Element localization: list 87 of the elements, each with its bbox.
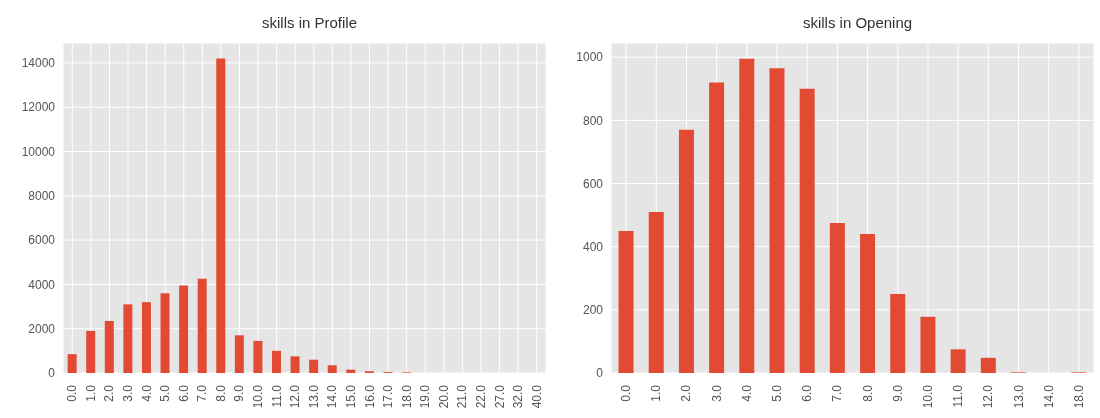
y-tick-label: 400 (582, 239, 604, 254)
x-tick-label: 11.0 (269, 384, 284, 408)
x-tick-label: 4.0 (739, 384, 754, 402)
x-tick-label: 16.0 (362, 384, 377, 409)
bar (920, 316, 936, 373)
bar (123, 304, 133, 373)
bar (234, 335, 244, 373)
x-tick-label: 32.0 (511, 384, 526, 409)
y-tick-label: 0 (48, 366, 56, 381)
bar (290, 356, 300, 373)
x-tick-label: 8.0 (860, 384, 875, 402)
y-tick-label: 0 (596, 366, 604, 381)
bar (67, 354, 77, 373)
y-tick-label: 10000 (21, 144, 56, 159)
bar (160, 293, 170, 373)
bar (271, 350, 281, 373)
bar (709, 82, 725, 373)
x-tick-label: 13.0 (306, 384, 321, 409)
bar (678, 129, 694, 373)
y-tick-label: 6000 (28, 233, 56, 248)
bar (829, 223, 845, 373)
y-tick-label: 800 (582, 113, 604, 128)
x-tick-label: 7.0 (830, 384, 845, 402)
x-tick-label: 22.0 (473, 384, 488, 409)
bar (980, 357, 996, 373)
y-tick-label: 1000 (576, 50, 604, 65)
bar (860, 234, 876, 373)
bar (141, 302, 151, 373)
x-tick-label: 9.0 (232, 384, 247, 402)
x-tick-label: 2.0 (679, 384, 694, 402)
x-tick-label: 11.0 (951, 384, 966, 408)
x-tick-label: 19.0 (418, 384, 433, 409)
bar (890, 294, 906, 373)
bar (216, 58, 226, 373)
x-tick-label: 40.0 (529, 384, 544, 409)
bar (950, 349, 966, 373)
bar (309, 359, 319, 373)
y-tick-label: 200 (582, 303, 604, 318)
y-tick-label: 8000 (28, 189, 56, 204)
x-tick-label: 14.0 (1041, 384, 1056, 409)
x-tick-label: 18.0 (1071, 384, 1086, 409)
x-tick-label: 20.0 (436, 384, 451, 409)
x-tick-label: 3.0 (121, 384, 136, 402)
x-tick-label: 7.0 (195, 384, 210, 402)
y-tick-label: 600 (582, 176, 604, 191)
x-tick-label: 6.0 (176, 384, 191, 402)
x-tick-label: 13.0 (1011, 384, 1026, 409)
x-tick-label: 21.0 (455, 384, 470, 409)
bar (799, 88, 815, 373)
chart-title: skills in Profile (261, 13, 358, 33)
bar (618, 230, 634, 373)
x-tick-label: 5.0 (158, 384, 173, 402)
x-tick-label: 27.0 (492, 384, 507, 409)
x-tick-label: 4.0 (139, 384, 154, 402)
x-tick-label: 12.0 (288, 384, 303, 409)
x-tick-label: 17.0 (381, 384, 396, 409)
bar (648, 211, 664, 373)
bar (104, 320, 114, 373)
x-tick-label: 15.0 (343, 384, 358, 409)
x-tick-label: 18.0 (399, 384, 414, 409)
x-tick-label: 12.0 (981, 384, 996, 409)
y-tick-label: 14000 (21, 56, 56, 71)
x-tick-label: 9.0 (890, 384, 905, 402)
x-tick-label: 1.0 (83, 384, 98, 402)
bar (197, 278, 207, 373)
bar (253, 340, 263, 373)
bar (179, 285, 189, 373)
x-tick-label: 3.0 (709, 384, 724, 402)
x-tick-label: 5.0 (770, 384, 785, 402)
y-tick-label: 2000 (28, 321, 56, 336)
y-tick-label: 4000 (28, 277, 56, 292)
x-tick-label: 0.0 (65, 384, 80, 402)
bar (739, 58, 755, 373)
x-tick-label: 10.0 (920, 384, 935, 409)
x-tick-label: 10.0 (251, 384, 266, 409)
x-tick-label: 14.0 (325, 384, 340, 409)
bar (346, 369, 356, 373)
x-tick-label: 1.0 (649, 384, 664, 402)
x-tick-label: 8.0 (213, 384, 228, 402)
x-tick-label: 2.0 (102, 384, 117, 402)
x-tick-label: 0.0 (619, 384, 634, 402)
x-tick-label: 6.0 (800, 384, 815, 402)
bar (327, 365, 337, 373)
y-tick-label: 12000 (21, 100, 56, 115)
bar (86, 330, 96, 373)
bar (769, 68, 785, 373)
chart-title: skills in Opening (801, 13, 914, 33)
